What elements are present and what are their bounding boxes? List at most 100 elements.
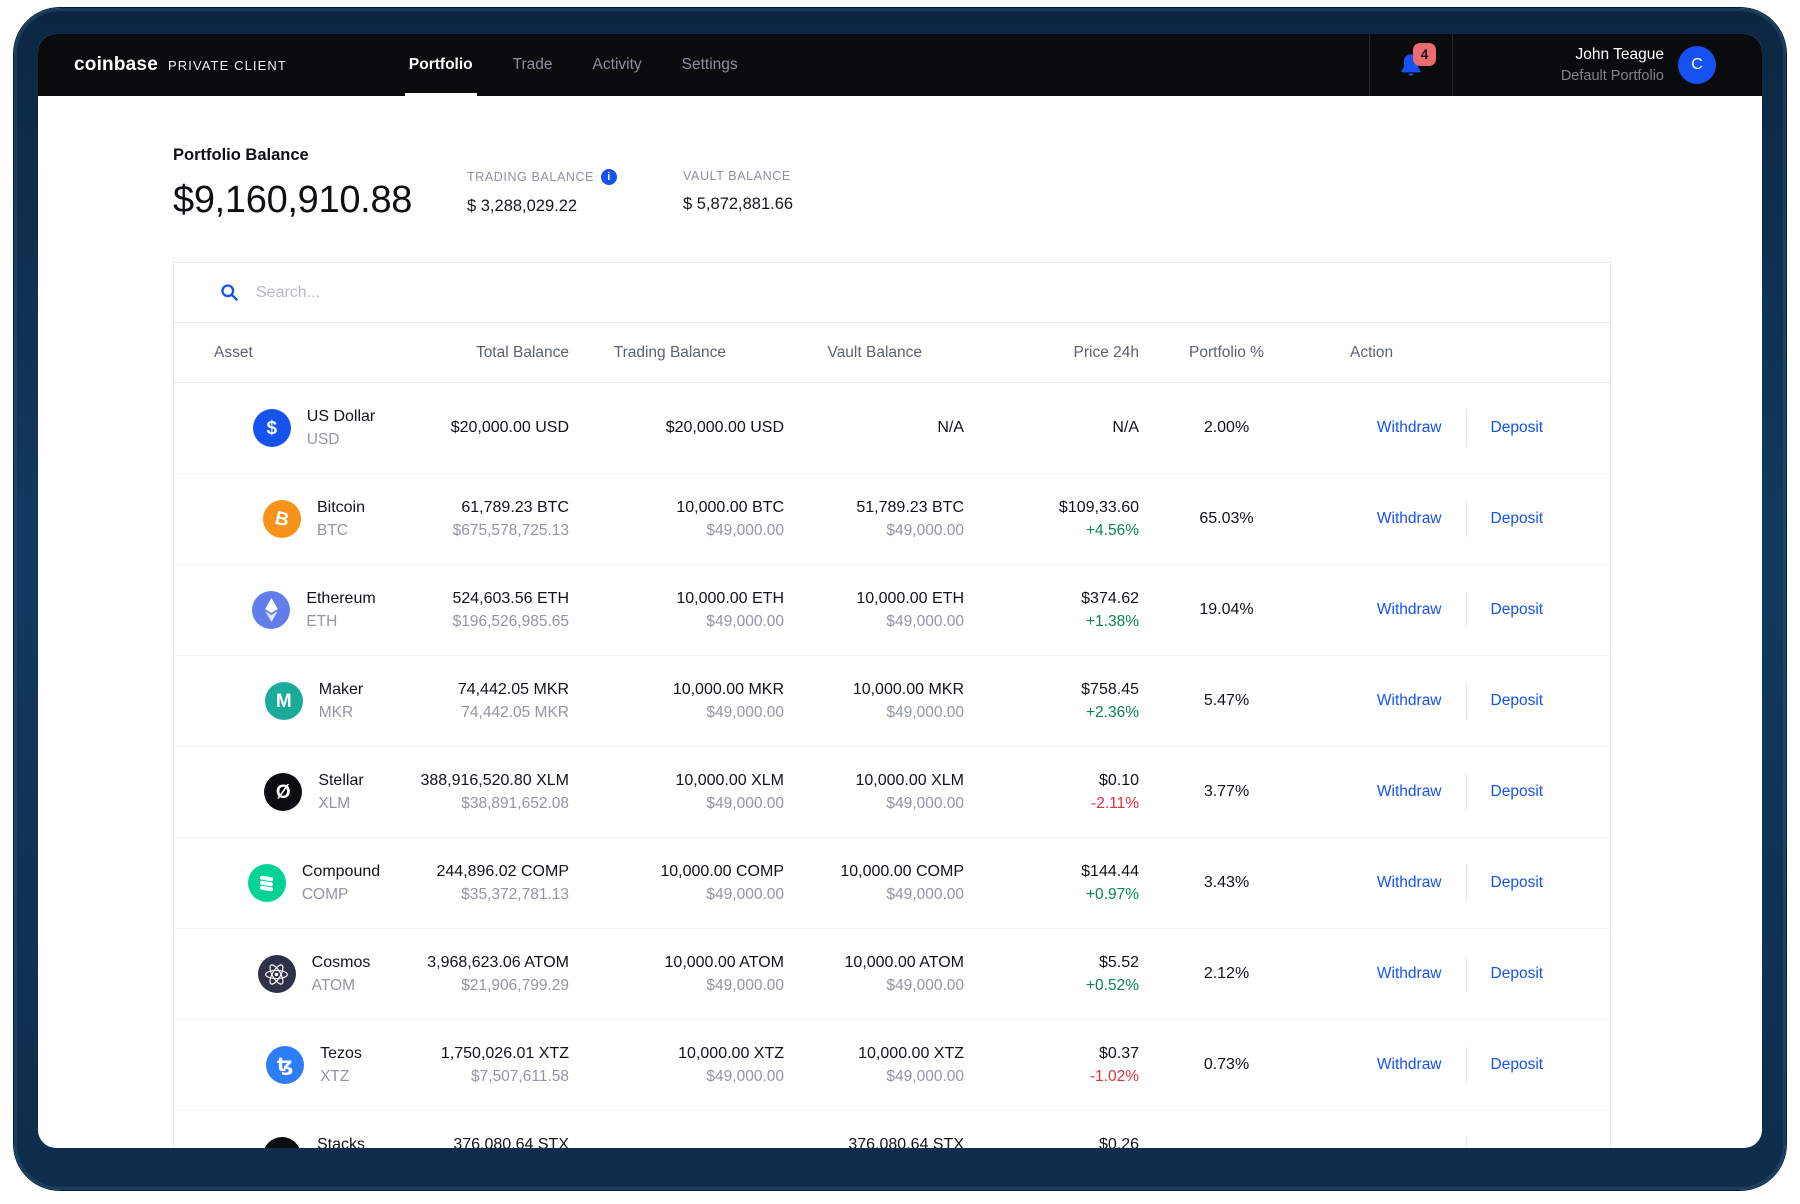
price-24h-change: +4.56% bbox=[1085, 521, 1139, 539]
column-header-vault-balance: Vault Balance bbox=[827, 343, 923, 361]
deposit-link[interactable]: Deposit bbox=[1490, 874, 1544, 891]
total-balance-cell: 388,916,520.80 XLM $38,891,652.08 bbox=[414, 772, 569, 813]
price-24h-value: N/A bbox=[1112, 419, 1139, 436]
trading-balance-cell: 10,000.00 XLM $49,000.00 bbox=[569, 772, 784, 813]
portfolio-percent-value: 19.04% bbox=[1199, 601, 1254, 618]
withdraw-link[interactable]: Withdraw bbox=[1376, 510, 1442, 527]
trading-balance-fiat: $49,000.00 bbox=[706, 976, 784, 994]
price-24h-change: +0.52% bbox=[1085, 976, 1139, 994]
trading-balance-value: 10,000.00 MKR bbox=[672, 680, 784, 698]
vault-balance-fiat: $49,000.00 bbox=[886, 794, 964, 812]
asset-symbol: USD bbox=[306, 430, 340, 448]
vault-balance-fiat: $49,000.00 bbox=[886, 703, 964, 721]
asset-cell: Cosmos ATOM bbox=[214, 954, 414, 995]
price-cell: $374.62 +1.38% bbox=[964, 590, 1139, 631]
asset-cell: ꜩ Tezos XTZ bbox=[214, 1045, 414, 1086]
asset-cell: B Bitcoin BTC bbox=[214, 499, 414, 540]
vault-balance-fiat: $49,000.00 bbox=[886, 521, 964, 539]
trading-balance-value: 10,000.00 ETH bbox=[676, 589, 784, 607]
action-cell: Withdraw Deposit bbox=[1314, 501, 1570, 537]
withdraw-link[interactable]: Withdraw bbox=[1376, 783, 1442, 800]
portfolio-percent-cell: 0.73% bbox=[1139, 1056, 1314, 1074]
total-balance-fiat: $21,906,799.29 bbox=[461, 976, 569, 994]
portfolio-percent-cell: 65.03% bbox=[1139, 510, 1314, 528]
trading-balance-value: $ 3,288,029.22 bbox=[467, 197, 578, 215]
action-cell: Withdraw Deposit bbox=[1314, 774, 1570, 810]
withdraw-link[interactable]: Withdraw bbox=[1376, 692, 1442, 709]
asset-names: Tezos XTZ bbox=[320, 1045, 362, 1086]
action-divider bbox=[1465, 683, 1467, 719]
action-divider bbox=[1465, 865, 1467, 901]
nav-trade[interactable]: Trade bbox=[512, 56, 553, 73]
table-row: Ø Stellar XLM 388,916,520.80 XLM $38,891… bbox=[174, 747, 1610, 838]
deposit-link[interactable]: Deposit bbox=[1491, 1147, 1544, 1148]
withdraw-link[interactable]: Withdraw bbox=[1376, 874, 1442, 891]
portfolio-balance-label: Portfolio Balance bbox=[173, 146, 309, 164]
avatar[interactable]: C bbox=[1678, 46, 1716, 84]
price-cell: $144.44 +0.97% bbox=[964, 863, 1139, 904]
trading-balance-cell: 10,000.00 ETH $49,000.00 bbox=[569, 590, 784, 631]
asset-symbol: ATOM bbox=[311, 976, 356, 994]
asset-name: Bitcoin bbox=[316, 498, 366, 516]
total-balance-cell: 3,968,623.06 ATOM $21,906,799.29 bbox=[414, 954, 569, 995]
portfolio-percent-cell: 2.12% bbox=[1139, 965, 1314, 983]
deposit-link[interactable]: Deposit bbox=[1490, 692, 1544, 709]
deposit-link[interactable]: Deposit bbox=[1490, 965, 1544, 982]
total-balance-cell: 376,080.64 STX bbox=[414, 1136, 569, 1149]
portfolio-balance-amount: $9,160,910.88 bbox=[173, 179, 413, 221]
main-content: Portfolio Balance $9,160,910.88 TRADING … bbox=[38, 96, 1762, 1148]
withdraw-link[interactable]: Withdraw bbox=[1376, 419, 1442, 436]
ethereum-icon bbox=[252, 591, 291, 629]
action-cell: Withdraw Deposit bbox=[1314, 956, 1570, 992]
vault-balance-cell: 376,080.64 STX bbox=[784, 1136, 964, 1149]
action-divider bbox=[1465, 1138, 1467, 1148]
asset-icon-glyph: S bbox=[276, 1147, 289, 1149]
vault-balance-cell: 51,789.23 BTC $49,000.00 bbox=[784, 499, 964, 540]
withdraw-link[interactable]: Withdraw bbox=[1377, 1147, 1442, 1148]
withdraw-link[interactable]: Withdraw bbox=[1376, 1056, 1442, 1073]
deposit-link[interactable]: Deposit bbox=[1490, 1056, 1544, 1073]
vault-balance-cell: 10,000.00 ATOM $49,000.00 bbox=[784, 954, 964, 995]
trading-balance-fiat: $49,000.00 bbox=[706, 794, 784, 812]
asset-icon-glyph: M bbox=[275, 690, 292, 712]
notifications-button[interactable]: 4 bbox=[1370, 34, 1452, 96]
cosmos-icon bbox=[257, 955, 296, 993]
table-row: M Maker MKR 74,442.05 MKR 74,442.05 MKR … bbox=[174, 656, 1610, 747]
portfolio-percent-value: 2.00% bbox=[1203, 419, 1250, 436]
asset-names: Maker MKR bbox=[319, 681, 363, 722]
trading-balance-value: 10,000.00 COMP bbox=[660, 862, 784, 880]
withdraw-link[interactable]: Withdraw bbox=[1376, 601, 1442, 618]
user-name: John Teague bbox=[1575, 46, 1665, 63]
price-24h-change: +2.36% bbox=[1085, 703, 1139, 721]
vault-balance-value: 10,000.00 COMP bbox=[840, 862, 964, 880]
vault-balance-cell: N/A bbox=[784, 419, 964, 437]
info-icon[interactable]: i bbox=[601, 169, 618, 185]
bitcoin-icon: B bbox=[262, 500, 301, 538]
search-input[interactable] bbox=[254, 282, 1590, 303]
total-balance-value: 376,080.64 STX bbox=[453, 1135, 569, 1149]
user-menu[interactable]: John Teague Default Portfolio C bbox=[1453, 34, 1762, 96]
nav-activity[interactable]: Activity bbox=[592, 56, 642, 73]
action-divider bbox=[1465, 956, 1467, 992]
nav-settings[interactable]: Settings bbox=[681, 56, 738, 73]
trading-balance-cell: 10,000.00 MKR $49,000.00 bbox=[569, 681, 784, 722]
brand-wordmark: coinbase bbox=[74, 54, 158, 75]
action-divider bbox=[1465, 774, 1467, 810]
nav-portfolio[interactable]: Portfolio bbox=[404, 34, 477, 96]
total-balance-fiat: $196,526,985.65 bbox=[452, 612, 569, 630]
deposit-link[interactable]: Deposit bbox=[1490, 601, 1544, 618]
column-header-portfolio-: Portfolio % bbox=[1189, 343, 1264, 361]
portfolio-percent-cell: 5.47% bbox=[1139, 692, 1314, 710]
asset-cell: M Maker MKR bbox=[214, 681, 414, 722]
vault-balance-value: N/A bbox=[937, 419, 964, 436]
asset-name: Maker bbox=[318, 680, 364, 698]
deposit-link[interactable]: Deposit bbox=[1490, 783, 1544, 800]
deposit-link[interactable]: Deposit bbox=[1490, 419, 1544, 436]
portfolio-percent-value: 2.12% bbox=[1203, 965, 1250, 982]
vault-balance-value: 51,789.23 BTC bbox=[856, 498, 964, 516]
asset-table-body: $ US Dollar USD $20,000.00 USD $20,000.0… bbox=[174, 383, 1610, 1148]
stellar-icon: Ø bbox=[264, 773, 303, 811]
deposit-link[interactable]: Deposit bbox=[1490, 510, 1544, 527]
withdraw-link[interactable]: Withdraw bbox=[1376, 965, 1442, 982]
trading-balance-value: 10,000.00 XLM bbox=[675, 771, 784, 789]
